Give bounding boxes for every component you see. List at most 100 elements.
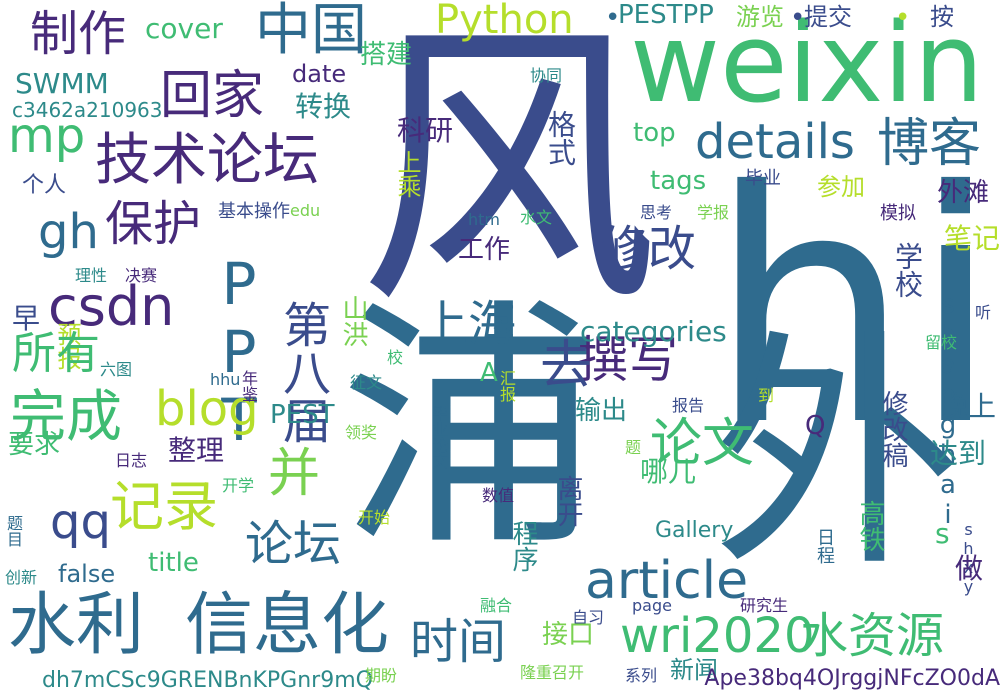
cloud-word: c3462a210963 bbox=[12, 98, 163, 122]
cloud-word: 格式 bbox=[544, 110, 577, 166]
cloud-word: 题目 bbox=[4, 515, 23, 547]
cloud-word: 毕业 bbox=[745, 168, 781, 189]
cloud-word: edu bbox=[290, 201, 321, 220]
cloud-word: • bbox=[605, 3, 621, 33]
cloud-word: 开学 bbox=[222, 476, 255, 495]
cloud-word: 毕业论文 bbox=[429, 405, 448, 469]
cloud-word: 山洪 bbox=[338, 295, 368, 347]
cloud-word: 听 bbox=[975, 303, 992, 322]
cloud-word: gh bbox=[38, 204, 99, 260]
cloud-word: article bbox=[585, 551, 749, 611]
cloud-word: 日程 bbox=[814, 528, 835, 564]
cloud-word: categories bbox=[580, 315, 727, 348]
cloud-word: shxy bbox=[959, 520, 978, 596]
cloud-word: hi bbox=[708, 124, 1000, 496]
cloud-word: qq bbox=[50, 494, 111, 550]
cloud-word: 创新 bbox=[5, 568, 38, 587]
cloud-word: 搭建 bbox=[360, 40, 413, 70]
cloud-word: 题 bbox=[625, 438, 642, 457]
cloud-word: 协同 bbox=[530, 66, 563, 85]
cloud-word: 系列 bbox=[625, 666, 658, 685]
cloud-word: 水资源 bbox=[800, 608, 945, 664]
cloud-word: SWMM bbox=[15, 67, 109, 100]
cloud-word: false bbox=[58, 560, 116, 588]
cloud-word: 离开 bbox=[553, 475, 583, 527]
cloud-word: 中国 bbox=[255, 0, 367, 63]
cloud-word: hhu bbox=[210, 370, 241, 389]
cloud-word: 博客 bbox=[877, 114, 982, 174]
cloud-word: 论坛 bbox=[245, 516, 342, 572]
cloud-word: 模拟 bbox=[880, 203, 916, 224]
cloud-word: 学报 bbox=[697, 203, 730, 222]
cloud-word: Python bbox=[435, 0, 574, 43]
cloud-word: 征文 bbox=[350, 373, 383, 392]
cloud-word: • bbox=[895, 3, 911, 33]
cloud-word: 接口 bbox=[542, 620, 595, 650]
cloud-word: 按 bbox=[930, 3, 954, 31]
cloud-word: 风 bbox=[358, 0, 658, 344]
cloud-word: 年鉴 bbox=[239, 370, 258, 402]
cloud-word: 所有 bbox=[12, 328, 100, 379]
cloud-word: 外 bbox=[712, 309, 962, 600]
cloud-word: 校 bbox=[387, 348, 404, 367]
cloud-word: 输出 bbox=[575, 396, 628, 426]
cloud-word: 思考 bbox=[640, 203, 673, 222]
cloud-word: 融合 bbox=[480, 596, 513, 615]
cloud-word: tags bbox=[650, 166, 707, 196]
cloud-word: 转换 bbox=[295, 90, 352, 123]
cloud-word: 新闻 bbox=[670, 656, 718, 684]
cloud-word: 决赛 bbox=[125, 266, 158, 285]
cloud-word: 数值 bbox=[482, 486, 515, 505]
cloud-word: PPT bbox=[205, 250, 273, 454]
cloud-word: PEST bbox=[270, 400, 335, 430]
cloud-word: 预报 bbox=[53, 322, 81, 370]
cloud-word: 浦 bbox=[340, 279, 600, 581]
cloud-word: 领奖 bbox=[345, 423, 378, 442]
cloud-word: 理性 bbox=[75, 266, 108, 285]
cloud-word: top bbox=[633, 118, 676, 148]
cloud-word: 隆重召开 bbox=[520, 663, 585, 682]
cloud-word: 开始 bbox=[358, 508, 391, 527]
cloud-word: 整理 bbox=[168, 434, 225, 467]
cloud-word: 修改 bbox=[600, 221, 697, 277]
cloud-word: 完成 bbox=[10, 385, 122, 450]
cloud-word: 制作 bbox=[30, 6, 127, 62]
cloud-word: • bbox=[790, 3, 806, 33]
cloud-word: 个人 bbox=[22, 173, 67, 198]
cloud-word: 游览 bbox=[736, 3, 784, 31]
cloud-word: 外滩 bbox=[937, 178, 990, 208]
cloud-word: dh7mCSc9GRENBnKPGnr9mQ bbox=[42, 668, 373, 693]
cloud-word: 笔记 bbox=[943, 222, 1000, 255]
cloud-word: cover bbox=[145, 12, 223, 45]
cloud-word: 日志 bbox=[115, 451, 148, 470]
cloud-word: 要求 bbox=[8, 430, 61, 460]
cloud-word: mp bbox=[8, 108, 86, 164]
cloud-word: A bbox=[480, 358, 498, 388]
cloud-word: 期盼 bbox=[365, 666, 398, 685]
cloud-word: 程序 bbox=[508, 520, 538, 572]
cloud-word: s bbox=[935, 517, 950, 550]
cloud-word: details bbox=[695, 114, 855, 170]
cloud-word: date bbox=[292, 60, 347, 88]
cloud-word: wri2020 bbox=[620, 608, 815, 664]
cloud-word: Gallery bbox=[655, 518, 734, 543]
cloud-word: blog bbox=[155, 381, 259, 437]
cloud-word: 上海 bbox=[420, 296, 517, 352]
cloud-word: 回家 bbox=[160, 66, 265, 126]
cloud-word: Ape38bq4OJrggjNFcZO0dA bbox=[704, 666, 1000, 691]
cloud-word: 六图 bbox=[100, 360, 133, 379]
cloud-word: 汇报 bbox=[497, 370, 516, 402]
cloud-word: 报告 bbox=[672, 396, 705, 415]
cloud-word: 第八届 bbox=[274, 300, 330, 444]
cloud-word: 高铁 bbox=[855, 500, 885, 552]
cloud-word: 水文 bbox=[520, 208, 553, 227]
cloud-word: 工作 bbox=[458, 235, 511, 265]
cloud-word: 哪儿 bbox=[640, 455, 697, 488]
cloud-word: 撰写 bbox=[578, 331, 678, 389]
cloud-word: 保护 bbox=[105, 196, 202, 252]
cloud-word: page bbox=[632, 596, 672, 615]
cloud-word: 并 bbox=[268, 444, 321, 504]
cloud-word: 信息化 bbox=[185, 586, 390, 665]
cloud-word: 自习 bbox=[572, 608, 605, 627]
